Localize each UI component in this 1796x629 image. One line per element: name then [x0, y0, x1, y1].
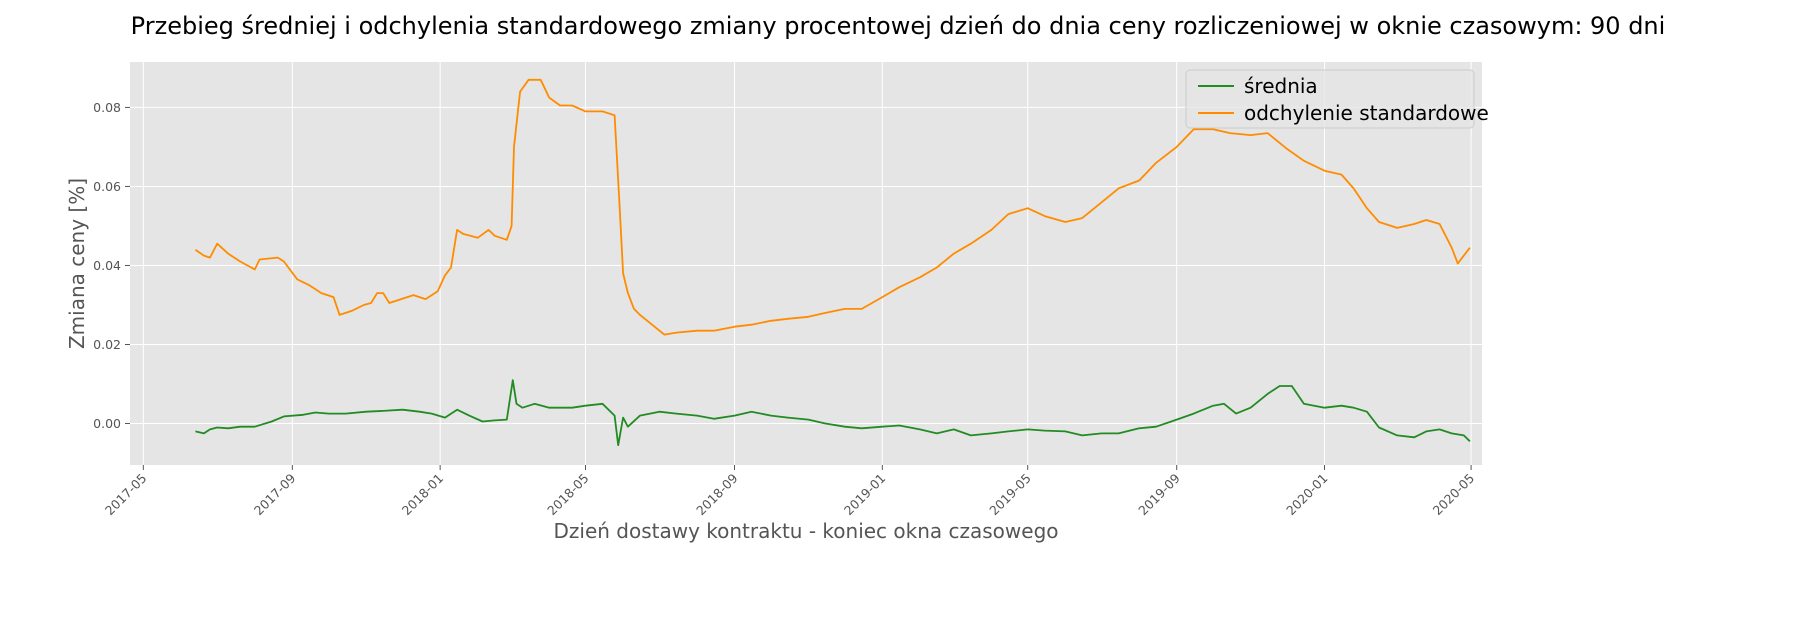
series-line-0: [195, 379, 1471, 447]
series-layer: [194, 78, 1471, 447]
x-axis-label: Dzień dostawy kontraktu - koniec okna cz…: [553, 519, 1058, 543]
legend-label-srednia: średnia: [1244, 74, 1318, 98]
y-axis: 0.00 0.02 0.04 0.06 0.08: [93, 100, 130, 431]
y-tick-label: 0.00: [93, 416, 121, 431]
y-axis-label: Zmiana ceny [%]: [65, 178, 89, 349]
legend: średnia odchylenie standardowe: [1185, 69, 1489, 129]
series-line-1: [194, 78, 1471, 336]
y-tick-label: 0.04: [93, 258, 121, 273]
chart-title: Przebieg średniej i odchylenia standardo…: [131, 12, 1666, 40]
plot-area: [130, 62, 1482, 465]
legend-label-odchylenie: odchylenie standardowe: [1244, 101, 1489, 125]
y-tick-label: 0.02: [93, 337, 121, 352]
y-tick-label: 0.08: [93, 100, 121, 115]
y-tick-label: 0.06: [93, 179, 121, 194]
grid-lines: [130, 62, 1482, 465]
legend-box: [1185, 69, 1475, 129]
